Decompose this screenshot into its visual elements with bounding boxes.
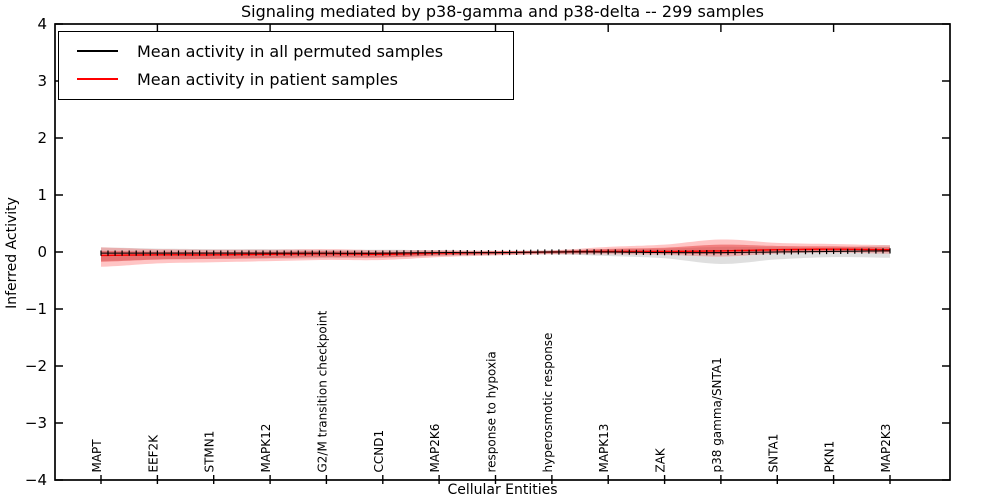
patient-line-swatch [77,78,118,80]
legend-entry-patient: Mean activity in patient samples [59,68,513,90]
category-label: MAPK12 [259,424,273,473]
category-label: SNTA1 [766,434,780,473]
y-tick-label: 4 [37,15,47,33]
y-tick-label: −1 [25,300,47,318]
category-label: STMN1 [203,431,217,473]
legend-entry-permuted: Mean activity in all permuted samples [59,40,513,62]
y-tick-label: 3 [37,72,47,90]
y-tick-label: 1 [37,186,47,204]
x-axis-ticks [100,24,891,484]
y-tick-label: −4 [25,471,47,489]
permuted-line-swatch [77,50,118,52]
chart-title: Signaling mediated by p38-gamma and p38-… [240,2,765,21]
category-label: MAPK13 [597,424,611,473]
category-label: CCND1 [372,430,386,473]
legend-label-patient: Mean activity in patient samples [137,69,398,89]
permuted-line-markers [100,248,891,256]
legend: Mean activity in all permuted samples Me… [58,31,514,100]
y-tick-label: −3 [25,414,47,432]
y-tick-label: 0 [37,243,47,261]
x-axis-label: Cellular Entities [447,482,558,498]
category-label: MAP2K6 [428,424,442,473]
category-label: EEF2K [146,434,160,473]
legend-label-permuted: Mean activity in all permuted samples [137,41,444,61]
category-label: MAP2K3 [879,424,893,473]
category-label: ZAK [654,447,668,472]
category-label: hyperosmotic response [541,333,555,473]
category-label: p38 gamma/SNTA1 [710,357,724,472]
category-label: response to hypoxia [485,351,499,472]
category-label: MAPT [90,439,104,473]
category-label: PKN1 [823,441,837,473]
y-tick-label: 2 [37,129,47,147]
category-label: G2/M transition checkpoint [315,310,329,472]
y-tick-label: −2 [25,357,47,375]
